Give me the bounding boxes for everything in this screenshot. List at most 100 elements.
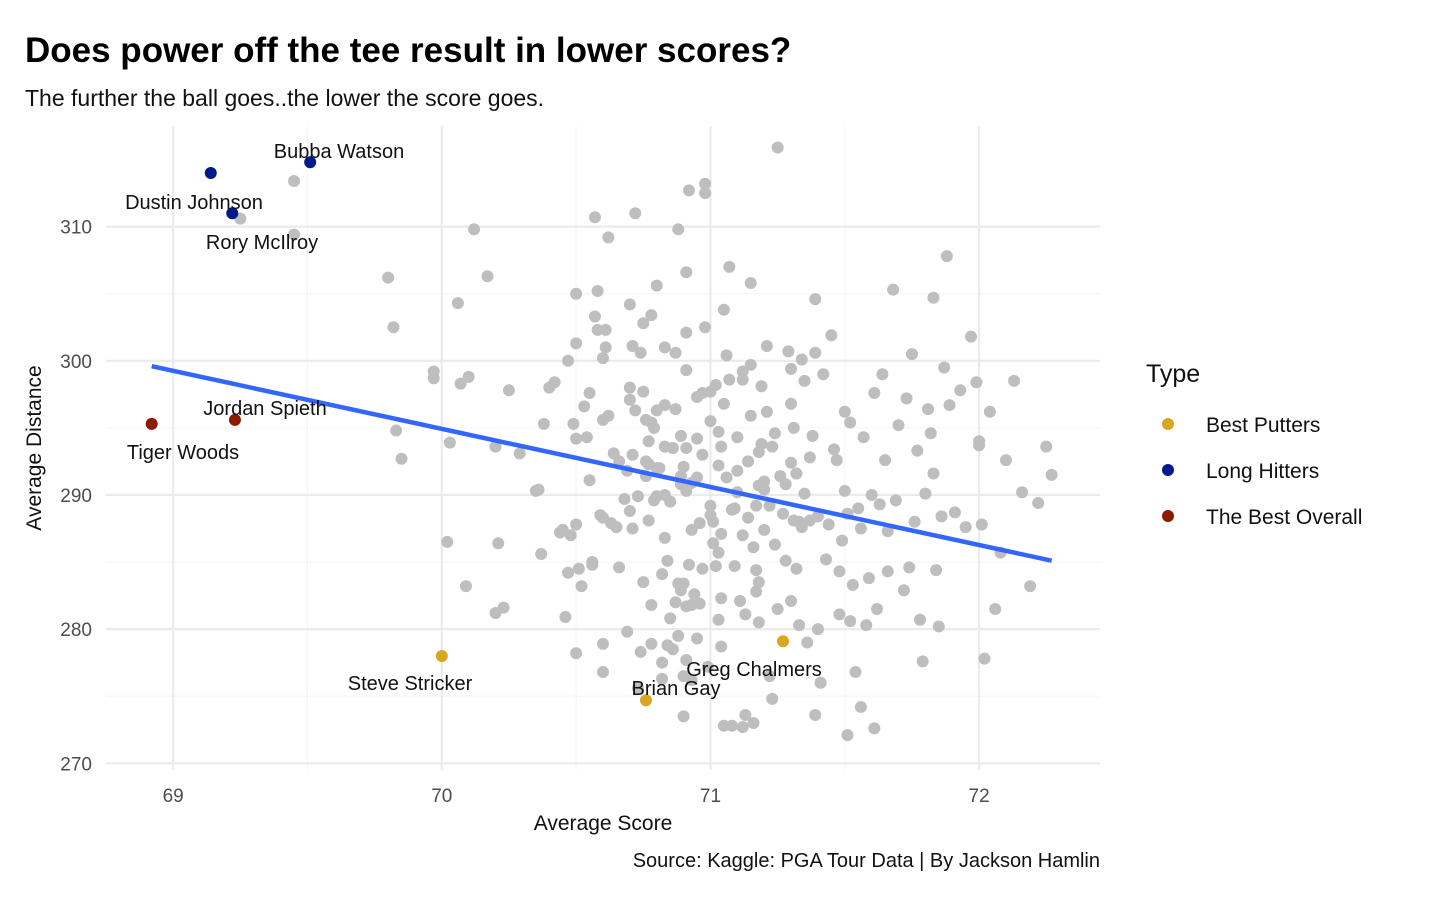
data-point (699, 177, 712, 190)
data-point (691, 471, 704, 484)
data-point (801, 636, 814, 649)
data-point (750, 499, 763, 512)
data-point (685, 523, 698, 536)
point-brian-gay (639, 694, 652, 707)
data-point (390, 424, 403, 437)
data-point (766, 692, 779, 705)
x-tick-label: 70 (431, 786, 452, 807)
data-point (707, 515, 720, 528)
data-point (712, 425, 725, 438)
data-point (943, 399, 956, 412)
data-point (441, 535, 454, 548)
data-point (717, 719, 730, 732)
data-point (626, 448, 639, 461)
data-point (712, 459, 725, 472)
data-point (656, 672, 669, 685)
data-point (857, 431, 870, 444)
data-point (677, 460, 690, 473)
data-point (685, 674, 698, 687)
data-point (629, 207, 642, 220)
label-steve-stricker: Steve Stricker (348, 673, 473, 695)
data-point (819, 553, 832, 566)
data-point (763, 499, 776, 512)
data-point (634, 645, 647, 658)
trend-line (151, 363, 1053, 563)
data-point (677, 710, 690, 723)
data-point (965, 330, 978, 343)
data-point (637, 576, 650, 589)
data-point (704, 499, 717, 512)
data-point (712, 546, 725, 559)
data-point (682, 184, 695, 197)
data-point (567, 417, 580, 430)
data-point (691, 632, 704, 645)
x-tick-label: 71 (700, 786, 721, 807)
data-point (580, 431, 593, 444)
data-point (562, 354, 575, 367)
data-point (846, 578, 859, 591)
data-point (1045, 468, 1058, 481)
data-point (771, 603, 784, 615)
data-point (728, 560, 741, 573)
data-point (481, 270, 494, 283)
y-tick-label: 290 (60, 486, 92, 507)
data-point (696, 562, 709, 575)
data-point (900, 392, 913, 405)
data-point (715, 640, 728, 653)
data-point (492, 537, 505, 550)
data-point (664, 612, 677, 625)
data-point (680, 442, 693, 454)
point-labels: Bubba Watson Dustin Johnson Rory McIlroy Jo… (125, 141, 822, 700)
data-point (559, 611, 572, 624)
data-point (715, 527, 728, 540)
label-greg-chalmers: Greg Chalmers (686, 659, 822, 681)
data-point (645, 598, 658, 611)
data-point (758, 475, 771, 488)
point-bubba-watson (304, 156, 317, 169)
data-point (701, 660, 714, 673)
data-point (924, 427, 937, 440)
legend-key-the-best-overall (1162, 510, 1174, 522)
data-point (715, 440, 728, 453)
data-point (811, 510, 824, 523)
data-point (970, 376, 983, 389)
data-point (709, 560, 722, 573)
data-point (930, 564, 943, 577)
data-point (954, 384, 967, 397)
legend-key-best-putters (1162, 418, 1174, 430)
data-point (785, 397, 798, 410)
data-point (873, 498, 886, 511)
data-point (750, 585, 763, 598)
data-point (768, 427, 781, 440)
data-point (836, 534, 849, 547)
data-point (623, 381, 636, 394)
data-point (940, 250, 953, 263)
data-point (881, 565, 894, 578)
label-dustin-johnson: Dustin Johnson (125, 192, 263, 214)
legend-label-the-best-overall: The Best Overall (1206, 506, 1362, 529)
data-point (731, 464, 744, 477)
data-point (634, 346, 647, 359)
data-point (830, 454, 843, 467)
data-point (661, 554, 674, 567)
data-point (680, 653, 693, 666)
data-point (760, 405, 773, 418)
data-point (731, 431, 744, 444)
data-point (680, 266, 693, 279)
data-point (586, 556, 599, 569)
data-point (497, 601, 510, 614)
point-steve-stricker (435, 649, 448, 662)
data-point (989, 603, 1002, 615)
data-point (502, 384, 515, 397)
data-point (570, 518, 583, 531)
data-point (658, 341, 671, 354)
data-point (868, 386, 881, 399)
data-point (822, 518, 835, 531)
data-point (672, 223, 685, 236)
data-point (785, 456, 798, 469)
legend-label-long-hitters: Long Hitters (1206, 460, 1319, 483)
data-point (871, 603, 884, 615)
data-point (712, 613, 725, 626)
data-point (744, 358, 757, 371)
